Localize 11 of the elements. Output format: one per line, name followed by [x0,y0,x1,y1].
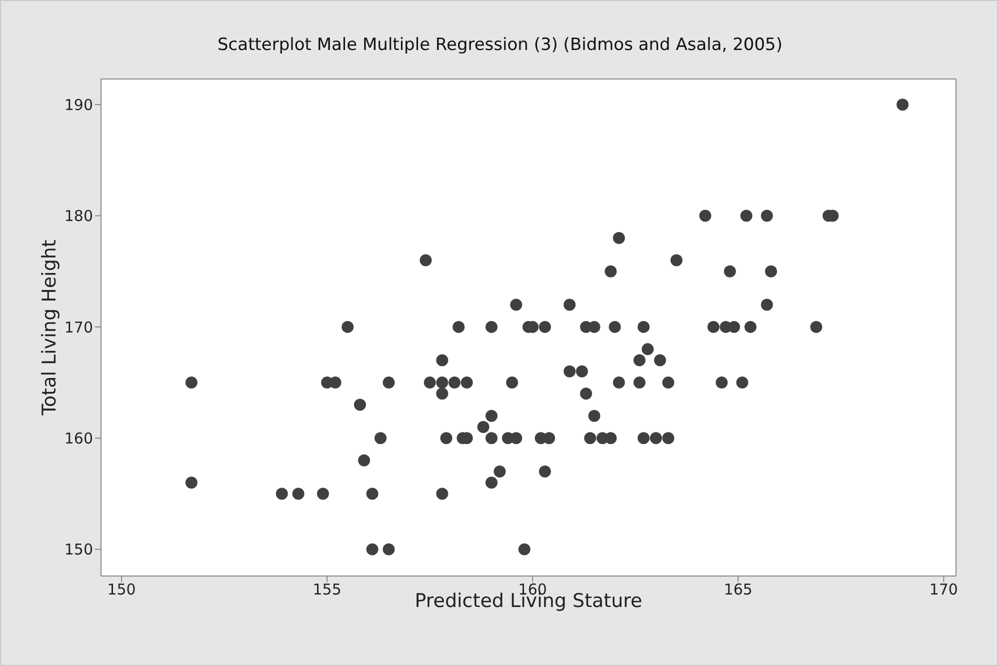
y-tick-label: 160 [64,429,93,448]
x-tick-label: 155 [312,580,342,599]
x-tick-label: 170 [929,580,958,599]
y-tick-label: 170 [64,318,93,336]
x-tick-label: 165 [724,580,752,599]
x-tick-label: 150 [107,580,136,599]
chart-title: Scatterplot Male Multiple Regression (3) (Bidmos and Asala, 2005) [216,35,784,55]
y-tick-label: 150 [64,540,93,559]
y-axis-title: Total Living Height [38,240,61,416]
y-tick-label: 180 [64,207,93,226]
y-tick-label: 190 [64,96,93,114]
